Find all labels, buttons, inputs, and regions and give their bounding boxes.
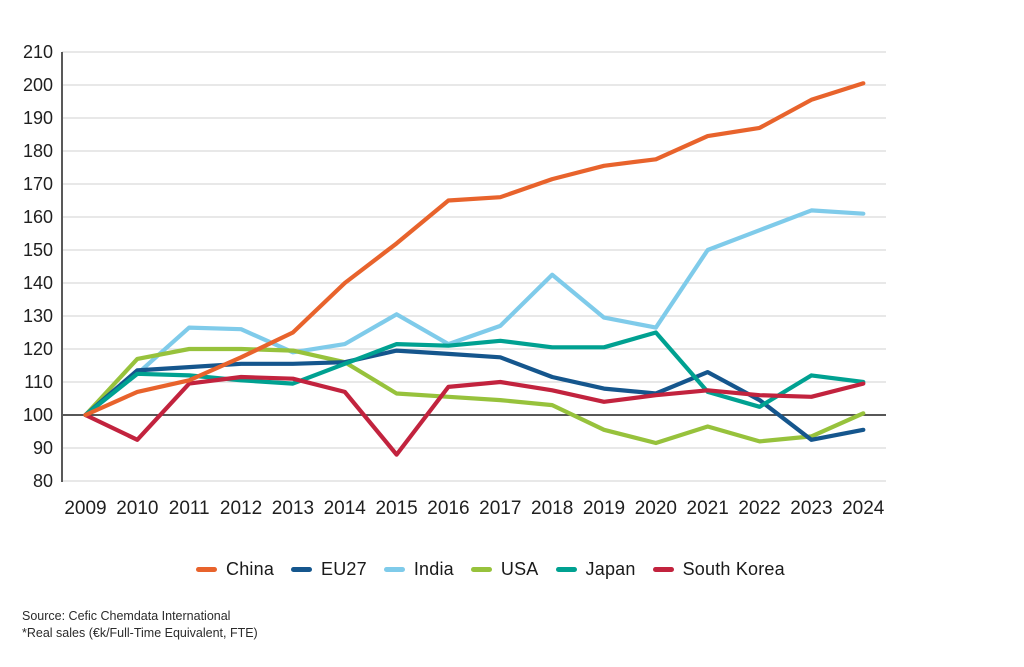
- line-china: [83, 81, 866, 418]
- line-japan: [83, 330, 866, 418]
- y-tick-label: 170: [23, 174, 53, 194]
- line-eu27: [83, 348, 866, 442]
- x-tick-label: 2016: [427, 498, 469, 519]
- legend-label: USA: [500, 558, 539, 579]
- x-tick-label: 2013: [272, 498, 314, 519]
- legend-swatch-usa: [470, 566, 492, 572]
- y-tick-label: 160: [23, 207, 53, 227]
- x-tick-label: 2024: [842, 498, 885, 519]
- y-tick-label: 120: [23, 339, 53, 359]
- line-south-korea: [83, 374, 866, 457]
- y-tick-label: 190: [23, 108, 53, 128]
- x-tick-label: 2022: [738, 498, 780, 519]
- legend-item-japan: Japan: [555, 558, 636, 580]
- y-tick-label: 100: [23, 405, 53, 425]
- x-tick-label: 2019: [583, 498, 625, 519]
- legend-label: EU27: [321, 558, 367, 579]
- line-india: [83, 208, 866, 418]
- y-tick-label: 200: [23, 75, 53, 95]
- productivity-line-chart: 80 90 100 110 120 130 140 150 160 170 180 190 200 210…: [23, 42, 886, 519]
- y-tick-label: 90: [33, 438, 53, 458]
- legend-label: South Korea: [682, 558, 785, 579]
- legend-swatch-eu27: [291, 566, 313, 572]
- legend-swatch-china: [196, 566, 217, 572]
- x-tick-label: 2009: [64, 498, 106, 519]
- y-tick-label: 180: [23, 141, 53, 161]
- legend-item-india: India: [383, 558, 454, 580]
- legend-label: India: [413, 558, 454, 579]
- legend-item-usa: USA: [470, 558, 539, 580]
- chart-legend: China EU27 India USA Japan South Korea: [196, 556, 785, 582]
- y-tick-label: 150: [23, 240, 53, 260]
- y-tick-label: 110: [24, 372, 53, 392]
- x-tick-label: 2021: [687, 498, 729, 519]
- legend-item-eu27: EU27: [291, 559, 367, 580]
- chart-footnotes: Source: Cefic Chemdata International *Re…: [22, 608, 258, 642]
- x-tick-label: 2020: [635, 498, 677, 519]
- y-tick-label: 140: [23, 273, 53, 293]
- x-tick-label: 2012: [220, 498, 262, 519]
- source-note: Source: Cefic Chemdata International: [22, 609, 231, 623]
- legend-swatch-india: [383, 566, 405, 572]
- x-tick-label: 2015: [375, 498, 417, 519]
- legend-swatch-japan: [555, 566, 577, 572]
- legend-item-south-korea: South Korea: [652, 558, 785, 580]
- y-tick-label: 210: [23, 42, 53, 62]
- legend-label: Japan: [585, 558, 636, 579]
- x-tick-label: 2017: [479, 498, 521, 519]
- x-tick-label: 2014: [324, 498, 367, 519]
- real-sales-note: *Real sales (€k/Full-Time Equivalent, FT…: [22, 625, 258, 640]
- line-usa: [83, 346, 866, 446]
- x-tick-label: 2018: [531, 498, 573, 519]
- y-tick-label: 80: [33, 471, 53, 491]
- legend-swatch-south-korea: [652, 566, 674, 572]
- legend-item-china: China: [196, 559, 274, 580]
- x-tick-label: 2010: [116, 498, 158, 519]
- x-tick-label: 2023: [790, 498, 832, 519]
- y-tick-label: 130: [23, 306, 53, 326]
- legend-label: China: [226, 558, 275, 579]
- x-tick-label: 2011: [169, 498, 210, 519]
